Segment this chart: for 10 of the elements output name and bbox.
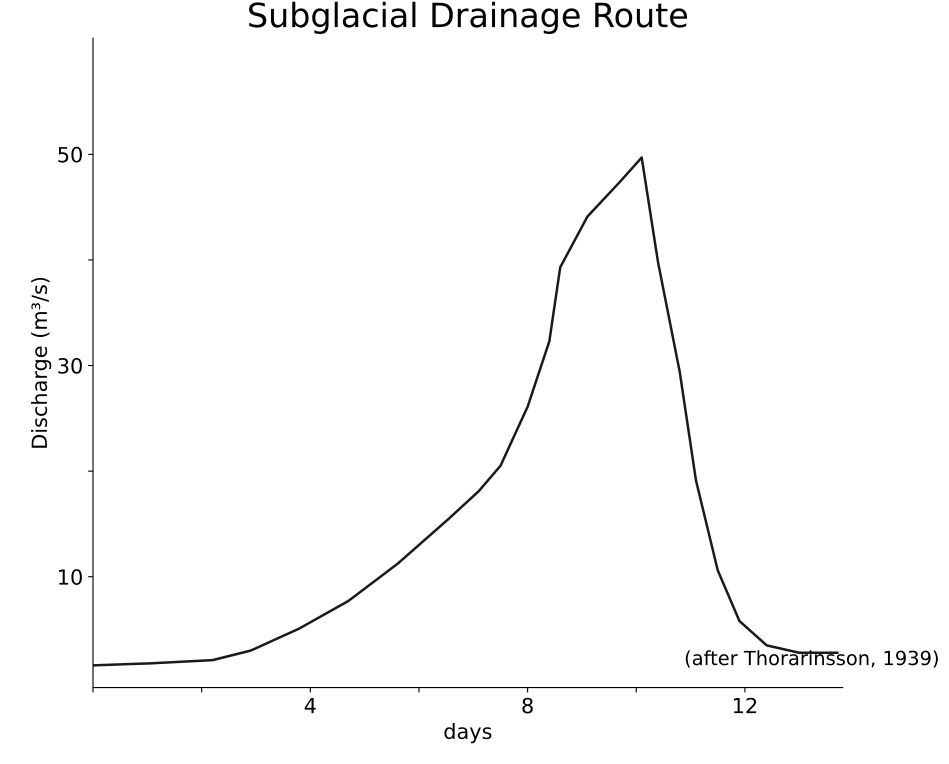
y-tick-label: 30 [58, 358, 82, 374]
y-tick-label: 10 [59, 569, 82, 585]
x-tick-label: 4 [304, 698, 316, 714]
x-axis-title: days [444, 723, 492, 744]
x-tick-label: 12 [734, 698, 756, 714]
x-tick-label: 8 [522, 698, 533, 714]
y-tick-label: 50 [58, 146, 82, 163]
y-axis-title: Discharge (m³/s) [31, 278, 52, 448]
annotation: (after Thorarinsson, 1939) [686, 650, 938, 668]
chart-title: Subglacial Drainage Route [249, 2, 687, 34]
